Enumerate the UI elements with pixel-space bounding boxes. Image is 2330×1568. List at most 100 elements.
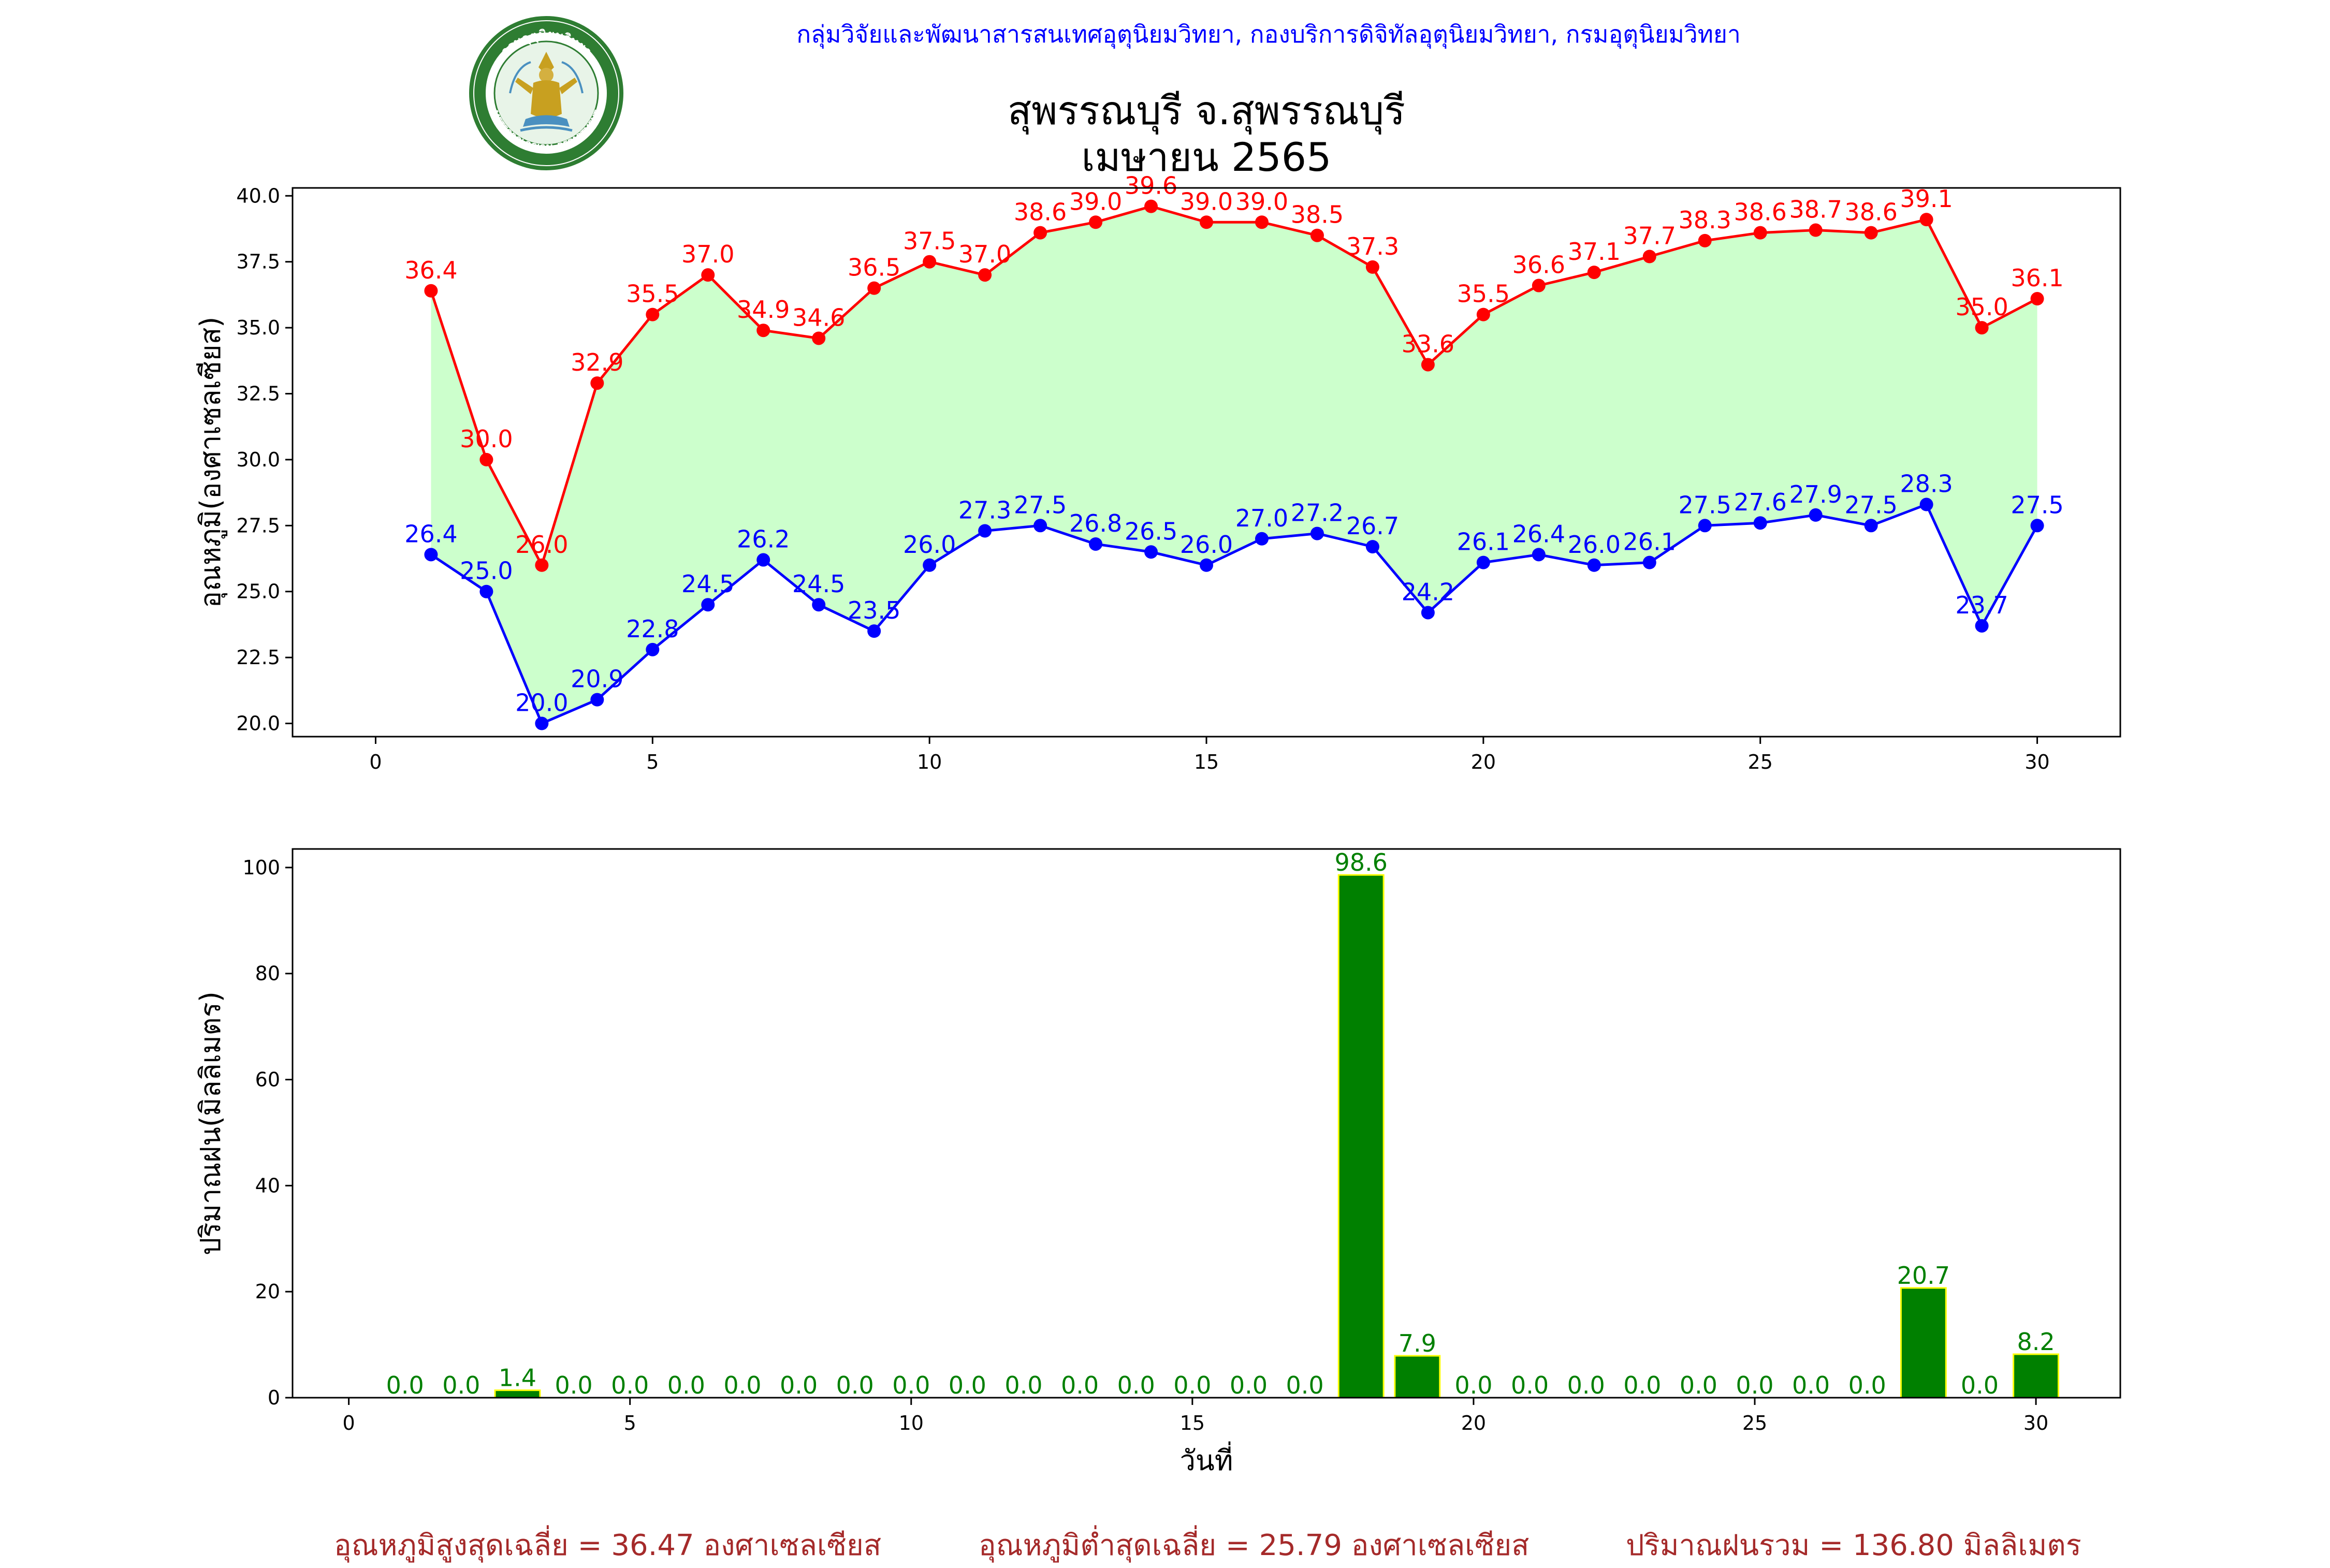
max-temp-data-label: 33.6: [1402, 330, 1454, 358]
rainfall-data-label: 0.0: [1286, 1371, 1323, 1399]
avg-max-temp-summary: อุณหภูมิสูงสุดเฉลี่ย = 36.47 องศาเซลเซีย…: [334, 1529, 882, 1562]
min-temp-data-label: 24.2: [1402, 578, 1454, 606]
avg-min-temp-summary: อุณหภูมิต่ำสุดเฉลี่ย = 25.79 องศาเซลเซีย…: [979, 1529, 1530, 1562]
rainfall-bar: [2013, 1353, 2060, 1398]
max-temp-data-label: 30.0: [460, 425, 513, 453]
header: กลุ่มวิจัยและพัฒนาสารสนเทศอุตุนิยมวิทยา,…: [0, 16, 2330, 53]
min-temp-point: [812, 598, 826, 612]
max-temp-data-label: 34.9: [737, 296, 790, 324]
y-tick-label: 20: [255, 1280, 280, 1303]
max-temp-data-label: 36.5: [848, 254, 900, 282]
x-tick-label: 5: [646, 751, 659, 773]
max-temp-point: [1033, 226, 1047, 240]
x-tick-label: 30: [2025, 751, 2049, 773]
x-tick-label: 0: [369, 751, 382, 773]
max-temp-point: [701, 268, 715, 282]
min-temp-point: [1255, 532, 1269, 546]
temperature-y-axis-label: อุณหภูมิ(องศาเซลเซียส): [194, 317, 228, 608]
max-temp-data-label: 37.0: [958, 240, 1011, 268]
max-temp-point: [1864, 226, 1878, 240]
min-temp-data-label: 26.7: [1346, 512, 1399, 540]
max-temp-data-label: 37.1: [1568, 238, 1621, 266]
rainfall-data-label: 20.7: [1897, 1262, 1950, 1289]
min-temp-point: [1033, 519, 1047, 533]
min-temp-point: [1642, 555, 1656, 569]
chart-title-line-1: สุพรรณบุรี จ.สุพรรณบุรี: [1008, 87, 1405, 135]
temperature-chart: 36.430.026.032.935.537.034.9 34.636.537.5…: [194, 172, 2121, 773]
max-temp-data-label: 35.0: [1955, 293, 2008, 321]
y-tick-label: 80: [255, 962, 280, 985]
y-tick-label: 40: [255, 1174, 280, 1197]
rainfall-data-label: 8.2: [2017, 1328, 2055, 1356]
min-temp-line: [430, 503, 2038, 725]
rainfall-data-label: 0.0: [1061, 1371, 1099, 1399]
y-tick-label: 25.0: [236, 580, 280, 603]
rainfall-data-label: 0.0: [1680, 1371, 1717, 1399]
min-temp-point: [479, 584, 493, 598]
logo-emblem-icon: กรมอุตุนิยมวิทยา METEOROLOGICAL DEPARTME…: [469, 16, 623, 170]
min-temp-data-label: 27.5: [1014, 491, 1067, 519]
max-temp-data-label: 39.1: [1900, 185, 1953, 213]
y-tick-label: 37.5: [236, 251, 280, 273]
x-tick-label: 20: [1461, 1412, 1486, 1434]
min-temp-point: [1753, 516, 1767, 530]
max-temp-data-label: 38.6: [1844, 198, 1897, 226]
max-temp-point: [590, 376, 604, 390]
min-temp-data-label: 23.5: [848, 596, 900, 624]
rainfall-plot-area: [293, 849, 2120, 1398]
x-tick-label: 10: [917, 751, 942, 773]
max-temp-point: [1365, 260, 1379, 274]
min-temp-data-label: 26.0: [903, 531, 956, 559]
max-temp-point: [1587, 266, 1601, 280]
x-tick-label: 20: [1471, 751, 1496, 773]
min-temp-point: [646, 642, 660, 656]
x-tick-label: 25: [1748, 751, 1773, 773]
min-temp-data-label: 20.9: [571, 665, 623, 693]
max-temp-data-label: 38.7: [1789, 196, 1842, 224]
max-temp-point: [535, 558, 549, 572]
min-temp-data-label: 26.5: [1125, 517, 1177, 545]
meteorological-department-logo: กรมอุตุนิยมวิทยา METEOROLOGICAL DEPARTME…: [469, 16, 624, 171]
y-tick-label: 40.0: [236, 184, 280, 207]
min-temp-data-label: 26.8: [1069, 509, 1122, 537]
max-temp-point: [1089, 215, 1103, 229]
max-temp-point: [1532, 279, 1546, 292]
max-temp-point: [1476, 307, 1490, 321]
max-temp-point: [1753, 226, 1767, 240]
min-temp-data-label: 27.5: [2011, 491, 2063, 519]
min-temp-data-label: 26.1: [1457, 528, 1510, 556]
rainfall-data-label: 0.0: [836, 1371, 874, 1399]
y-tick-label: 35.0: [236, 316, 280, 339]
max-temp-point: [479, 452, 493, 466]
rainfall-y-axis-label: ปริมาณฝน(มิลลิเมตร): [194, 991, 227, 1255]
min-temp-point: [1144, 545, 1158, 559]
max-temp-data-label: 26.0: [515, 531, 568, 559]
x-tick-label: 30: [2023, 1412, 2048, 1434]
rainfall-data-label: 0.0: [1173, 1371, 1211, 1399]
min-temp-data-label: 27.9: [1789, 480, 1842, 508]
max-temp-point: [812, 331, 826, 345]
min-temp-point: [1476, 555, 1490, 569]
y-tick-label: 20.0: [236, 712, 280, 735]
rainfall-bar: [494, 1389, 541, 1398]
max-temp-point: [867, 281, 881, 295]
y-tick-label: 22.5: [236, 646, 280, 669]
min-temp-data-label: 20.0: [515, 689, 568, 717]
max-temp-point: [646, 307, 660, 321]
min-temp-point: [590, 693, 604, 707]
max-temp-point: [1144, 199, 1158, 213]
rainfall-data-label: 0.0: [1792, 1371, 1830, 1399]
max-temp-point: [1200, 215, 1213, 229]
min-temp-data-label: 26.0: [1180, 531, 1233, 559]
max-temp-point: [1975, 321, 1989, 335]
min-temp-data-label: 25.0: [460, 557, 513, 585]
rainfall-chart: 0.0 0.0 1.4 0.0 0.0 0.0 0.0 0.0 0.0 0.0 0.0 0.0 0.0 0…: [194, 848, 2121, 1477]
min-temp-data-label: 23.7: [1955, 591, 2008, 619]
max-temp-data-label: 39.6: [1125, 172, 1177, 200]
rainfall-data-label: 0.0: [1736, 1371, 1773, 1399]
x-tick-label: 0: [343, 1412, 355, 1434]
x-tick-label: 25: [1742, 1412, 1767, 1434]
min-temp-point: [1089, 537, 1103, 551]
min-temp-data-label: 28.3: [1900, 470, 1953, 498]
